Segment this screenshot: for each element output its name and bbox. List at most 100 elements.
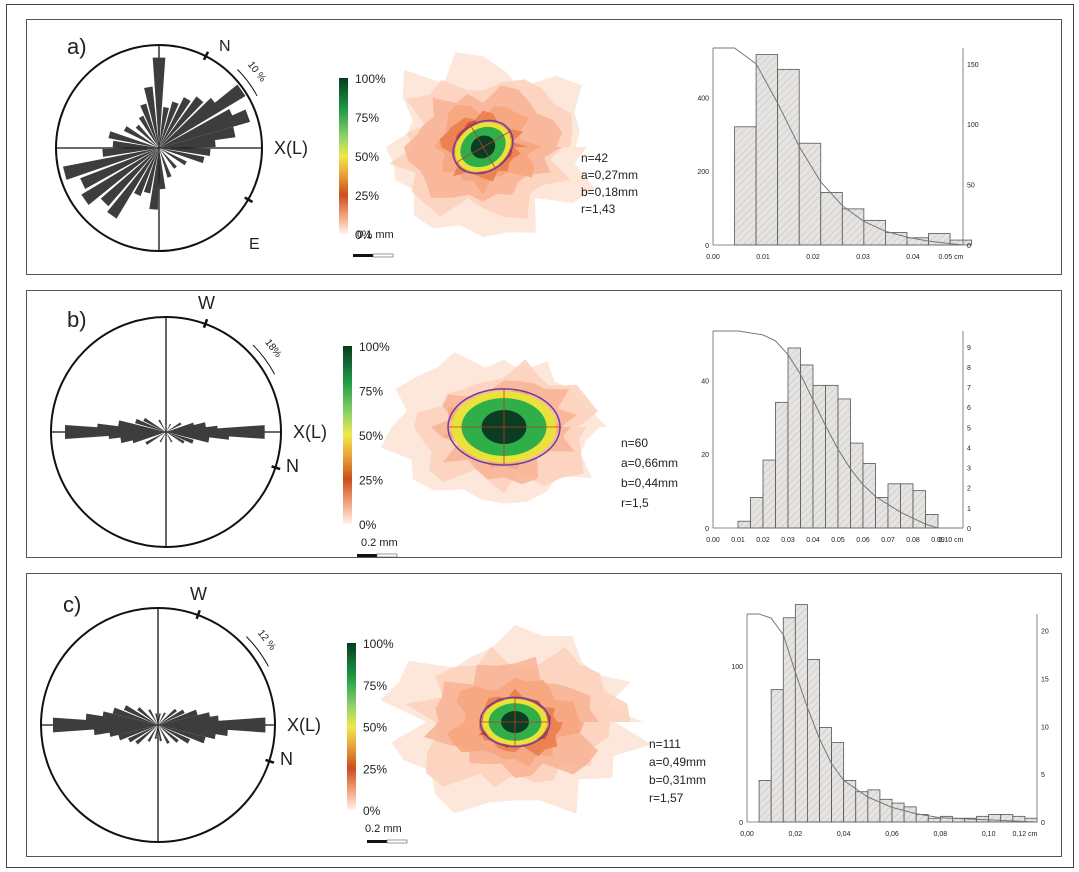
rose-petal (80, 148, 159, 189)
histogram-bar (734, 126, 757, 246)
panel-a: a) X(L) N E 10 % 100% 75% 50% 25% 0% 0.1 mm n=42 a=0… (26, 19, 1062, 275)
rose-petal (112, 140, 159, 148)
hist-x-tick-label: 0.04 (906, 254, 920, 261)
rose-petal (117, 420, 166, 432)
east-tick (244, 196, 254, 204)
histogram-bar (927, 817, 941, 823)
rose-petal (97, 423, 166, 434)
scale-arc (246, 636, 269, 667)
scalebar-label: 0.1 mm (357, 229, 394, 241)
hist-x-tick-label: 0.01 (756, 254, 770, 261)
rose-petal (135, 124, 159, 148)
hist-right-tick-label: 5 (967, 425, 971, 432)
rose-petal (166, 422, 195, 432)
legend-color-bar (347, 643, 356, 810)
rose-petal (158, 725, 206, 744)
hist-x-tick-label: 0.00 (706, 254, 720, 261)
histogram-bar (831, 742, 845, 823)
panel-label: b) (67, 307, 87, 332)
x-axis-label: X(L) (287, 715, 321, 735)
rose-petal (123, 126, 159, 148)
rose-petal (159, 97, 218, 148)
north-tick (202, 51, 210, 61)
hist-x-tick-label: 0.00 (706, 537, 720, 544)
hist-x-tick-label: 0.06 (856, 537, 870, 544)
histogram-bar (820, 192, 843, 246)
hist-right-tick-label: 5 (1041, 772, 1045, 779)
legend-tick-label: 25% (355, 189, 379, 203)
rose-petal (158, 725, 162, 742)
rose-petal (159, 148, 211, 157)
rose-petal (158, 712, 211, 725)
rose-petal (100, 148, 159, 207)
rose-petal (152, 57, 166, 148)
histogram-bar (798, 142, 822, 246)
rose-petal (166, 422, 182, 432)
hist-right-tick-label: 50 (967, 183, 975, 190)
rose-petal (165, 425, 167, 432)
histogram-bar (758, 779, 772, 823)
hist-right-tick-label: 2 (967, 486, 971, 493)
hist-right-tick-label: 100 (967, 122, 979, 129)
hist-right-tick-label: 150 (967, 62, 979, 69)
x-axis-label: X(L) (274, 138, 308, 158)
hist-right-tick-label: 8 (967, 365, 971, 372)
hist-left-tick-label: 200 (697, 169, 709, 176)
stat-line: n=42 (581, 151, 608, 165)
rose-petal (128, 725, 158, 743)
histogram-bar (770, 689, 784, 823)
rose-petal (166, 430, 230, 440)
stat-line: r=1,5 (621, 496, 649, 510)
scale-arc (237, 69, 258, 97)
cumulative-curve (713, 330, 963, 529)
rose-petal (159, 97, 191, 148)
histogram-bar (891, 802, 905, 823)
histogram-bar (800, 364, 814, 529)
panel-label: c) (63, 592, 81, 617)
rose-petal (166, 423, 172, 432)
histogram-bar (939, 815, 953, 823)
legend-tick-label: 75% (355, 111, 379, 125)
hist-x-tick-label: 0,08 (934, 831, 948, 838)
hist-right-tick-label: 6 (967, 405, 971, 412)
hist-right-tick-label: 1 (967, 506, 971, 513)
west-label: W (190, 584, 207, 604)
legend-tick-label: 0% (363, 804, 381, 818)
histogram-bar (850, 442, 864, 529)
histogram-bar (762, 459, 776, 529)
hist-right-tick-label: 20 (1041, 629, 1049, 636)
hist-left-tick-label: 0 (705, 526, 709, 533)
west-label: W (198, 293, 215, 313)
legend-color-bar (343, 346, 352, 524)
rose-petal (158, 709, 198, 725)
rose-petal (143, 417, 166, 432)
rose-petal (135, 418, 166, 432)
north-label: N (280, 749, 293, 769)
hist-x-tick-label: 0.08 (906, 537, 920, 544)
hist-left-tick-label: 100 (731, 664, 743, 671)
histogram-bar (794, 604, 808, 823)
hist-x-tick-label: 0,00 (740, 831, 754, 838)
hist-x-tick-label: 0.02 (756, 537, 770, 544)
stat-line: a=0,27mm (581, 168, 638, 182)
hist-left-tick-label: 20 (701, 452, 709, 459)
panel-a-graphics: a) X(L) N E 10 % 100% 75% 50% 25% 0%0.1 mm n=42 a=0… (55, 34, 979, 261)
hist-x-tick-label: 0,06 (885, 831, 899, 838)
rose-petal (143, 148, 159, 194)
rose-petal (132, 432, 166, 444)
figure-frame (6, 4, 1074, 868)
histogram-bar (875, 497, 889, 529)
scalebar-white (376, 553, 398, 558)
legend-tick-label: 100% (359, 340, 390, 354)
hist-x-tick-label: 0.05 cm (939, 254, 964, 261)
rose-petal (158, 708, 177, 725)
histogram-bar (807, 658, 820, 823)
rose-petal (112, 707, 158, 725)
hist-x-tick-label: 0,10 (982, 831, 996, 838)
north-tick (271, 465, 281, 471)
stat-line: a=0,66mm (621, 456, 678, 470)
rose-petal (123, 705, 158, 725)
scalebar-white (372, 253, 394, 258)
hist-x-tick-label: 0.03 (856, 254, 870, 261)
histogram-bar (750, 497, 764, 529)
